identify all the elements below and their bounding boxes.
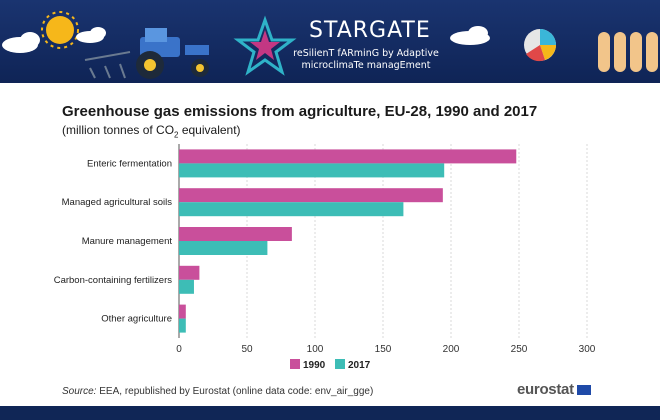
banner-illustration bbox=[2, 11, 658, 79]
source-note: Source: EEA, republished by Eurostat (on… bbox=[62, 386, 373, 397]
eu-flag-icon bbox=[576, 384, 591, 395]
x-tick-label: 250 bbox=[511, 344, 528, 355]
pie-chart-icon bbox=[524, 29, 556, 62]
bar bbox=[179, 304, 186, 319]
tractor-icon bbox=[84, 28, 209, 79]
header-banner: STARGATE reSilienT fARminG by Adaptive m… bbox=[0, 0, 660, 83]
logo-text: eurostat bbox=[517, 381, 574, 398]
legend-label: 1990 bbox=[303, 360, 326, 371]
bar bbox=[179, 202, 404, 217]
bar bbox=[179, 227, 292, 241]
cloud-icon bbox=[2, 26, 490, 53]
x-tick-label: 100 bbox=[307, 344, 324, 355]
legend-swatch bbox=[290, 359, 300, 369]
bar bbox=[179, 279, 194, 294]
x-tick-label: 300 bbox=[579, 344, 596, 355]
legend-swatch bbox=[335, 359, 345, 369]
category-label: Manure management bbox=[82, 236, 173, 247]
x-tick-label: 150 bbox=[375, 344, 392, 355]
bar bbox=[179, 265, 200, 280]
chart-subtitle: (million tonnes of CO2 equivalent) bbox=[62, 123, 241, 139]
category-label: Other agriculture bbox=[101, 314, 172, 325]
bar bbox=[179, 318, 186, 333]
sun-icon bbox=[41, 11, 79, 49]
x-tick-label: 0 bbox=[176, 344, 182, 355]
source-label: Source: bbox=[62, 386, 97, 397]
footer-bar bbox=[0, 406, 660, 420]
brand-subtitle-line-1: reSilienT fARminG by Adaptive bbox=[293, 48, 439, 59]
eurostat-logo: eurostat bbox=[517, 381, 591, 398]
bar bbox=[179, 149, 517, 164]
category-label: Carbon-containing fertilizers bbox=[54, 275, 173, 286]
subtitle-prefix: (million tonnes of CO bbox=[62, 123, 175, 137]
brand-subtitle-line-2: microclimaTe managEment bbox=[301, 60, 431, 71]
x-tick-label: 200 bbox=[443, 344, 460, 355]
legend-label: 2017 bbox=[348, 360, 371, 371]
bar bbox=[179, 163, 445, 178]
subtitle-subscript: 2 bbox=[174, 130, 179, 140]
chart-title: Greenhouse gas emissions from agricultur… bbox=[62, 103, 538, 120]
brand-title: STARGATE bbox=[309, 18, 431, 43]
crops-icon bbox=[598, 32, 658, 72]
x-tick-label: 50 bbox=[241, 344, 253, 355]
category-label: Managed agricultural soils bbox=[62, 197, 173, 208]
source-text: EEA, republished by Eurostat (online dat… bbox=[96, 386, 374, 397]
subtitle-suffix: equivalent) bbox=[178, 123, 241, 137]
star-logo-icon bbox=[233, 15, 297, 76]
category-label: Enteric fermentation bbox=[87, 158, 172, 169]
bar bbox=[179, 241, 268, 255]
bar bbox=[179, 188, 443, 203]
